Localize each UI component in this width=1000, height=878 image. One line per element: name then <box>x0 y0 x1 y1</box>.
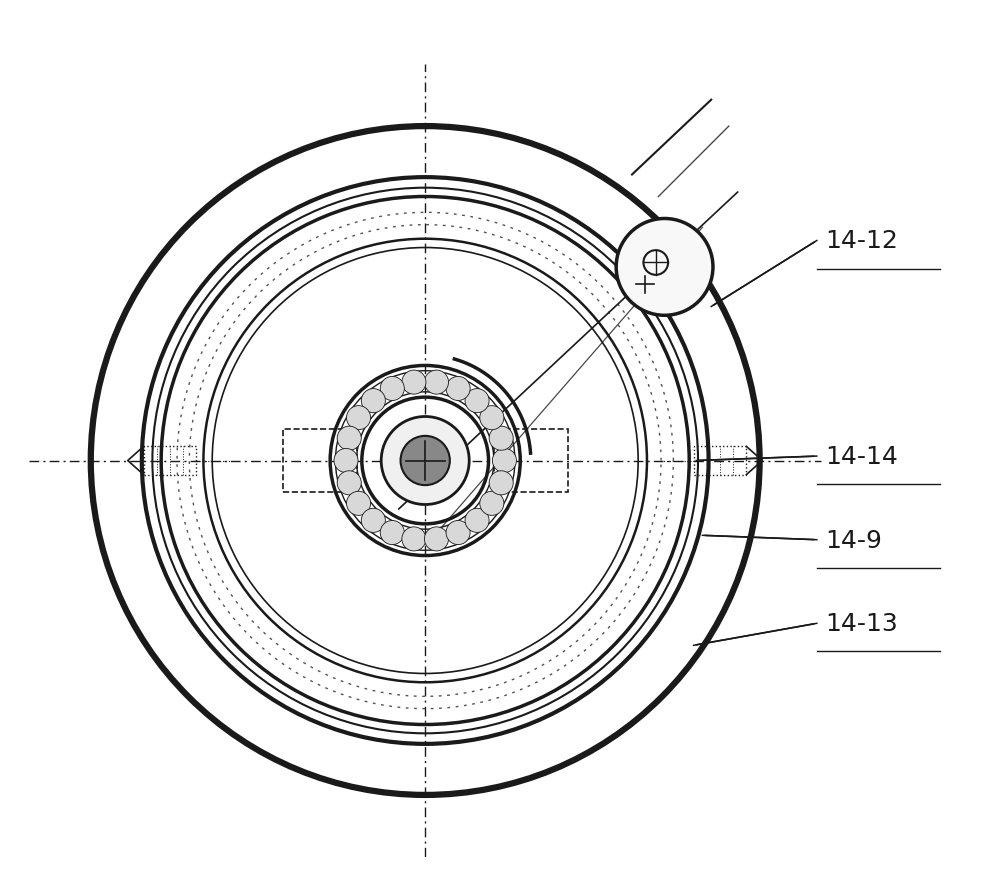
Circle shape <box>465 508 489 533</box>
Text: 14-13: 14-13 <box>826 612 898 636</box>
Circle shape <box>361 389 385 414</box>
Circle shape <box>492 449 516 473</box>
Circle shape <box>361 508 385 533</box>
Circle shape <box>401 436 450 486</box>
Circle shape <box>337 471 361 495</box>
Bar <box>694 447 746 475</box>
Circle shape <box>489 427 513 450</box>
Circle shape <box>347 492 371 515</box>
Circle shape <box>402 528 426 551</box>
Circle shape <box>402 371 426 395</box>
Circle shape <box>381 417 469 505</box>
Circle shape <box>446 377 470 401</box>
Bar <box>494 429 568 493</box>
Bar <box>283 429 357 493</box>
Circle shape <box>489 471 513 495</box>
Circle shape <box>446 521 470 545</box>
Text: 14-9: 14-9 <box>826 528 882 552</box>
Circle shape <box>480 407 504 430</box>
Circle shape <box>424 528 449 551</box>
Circle shape <box>380 377 404 401</box>
Text: 14-12: 14-12 <box>826 229 898 253</box>
Text: 14-14: 14-14 <box>826 444 898 469</box>
Circle shape <box>334 449 358 473</box>
Bar <box>144 447 196 475</box>
Circle shape <box>347 407 371 430</box>
Circle shape <box>424 371 449 395</box>
Circle shape <box>480 492 504 515</box>
Circle shape <box>616 220 713 316</box>
Circle shape <box>337 427 361 450</box>
Circle shape <box>380 521 404 545</box>
Circle shape <box>465 389 489 414</box>
